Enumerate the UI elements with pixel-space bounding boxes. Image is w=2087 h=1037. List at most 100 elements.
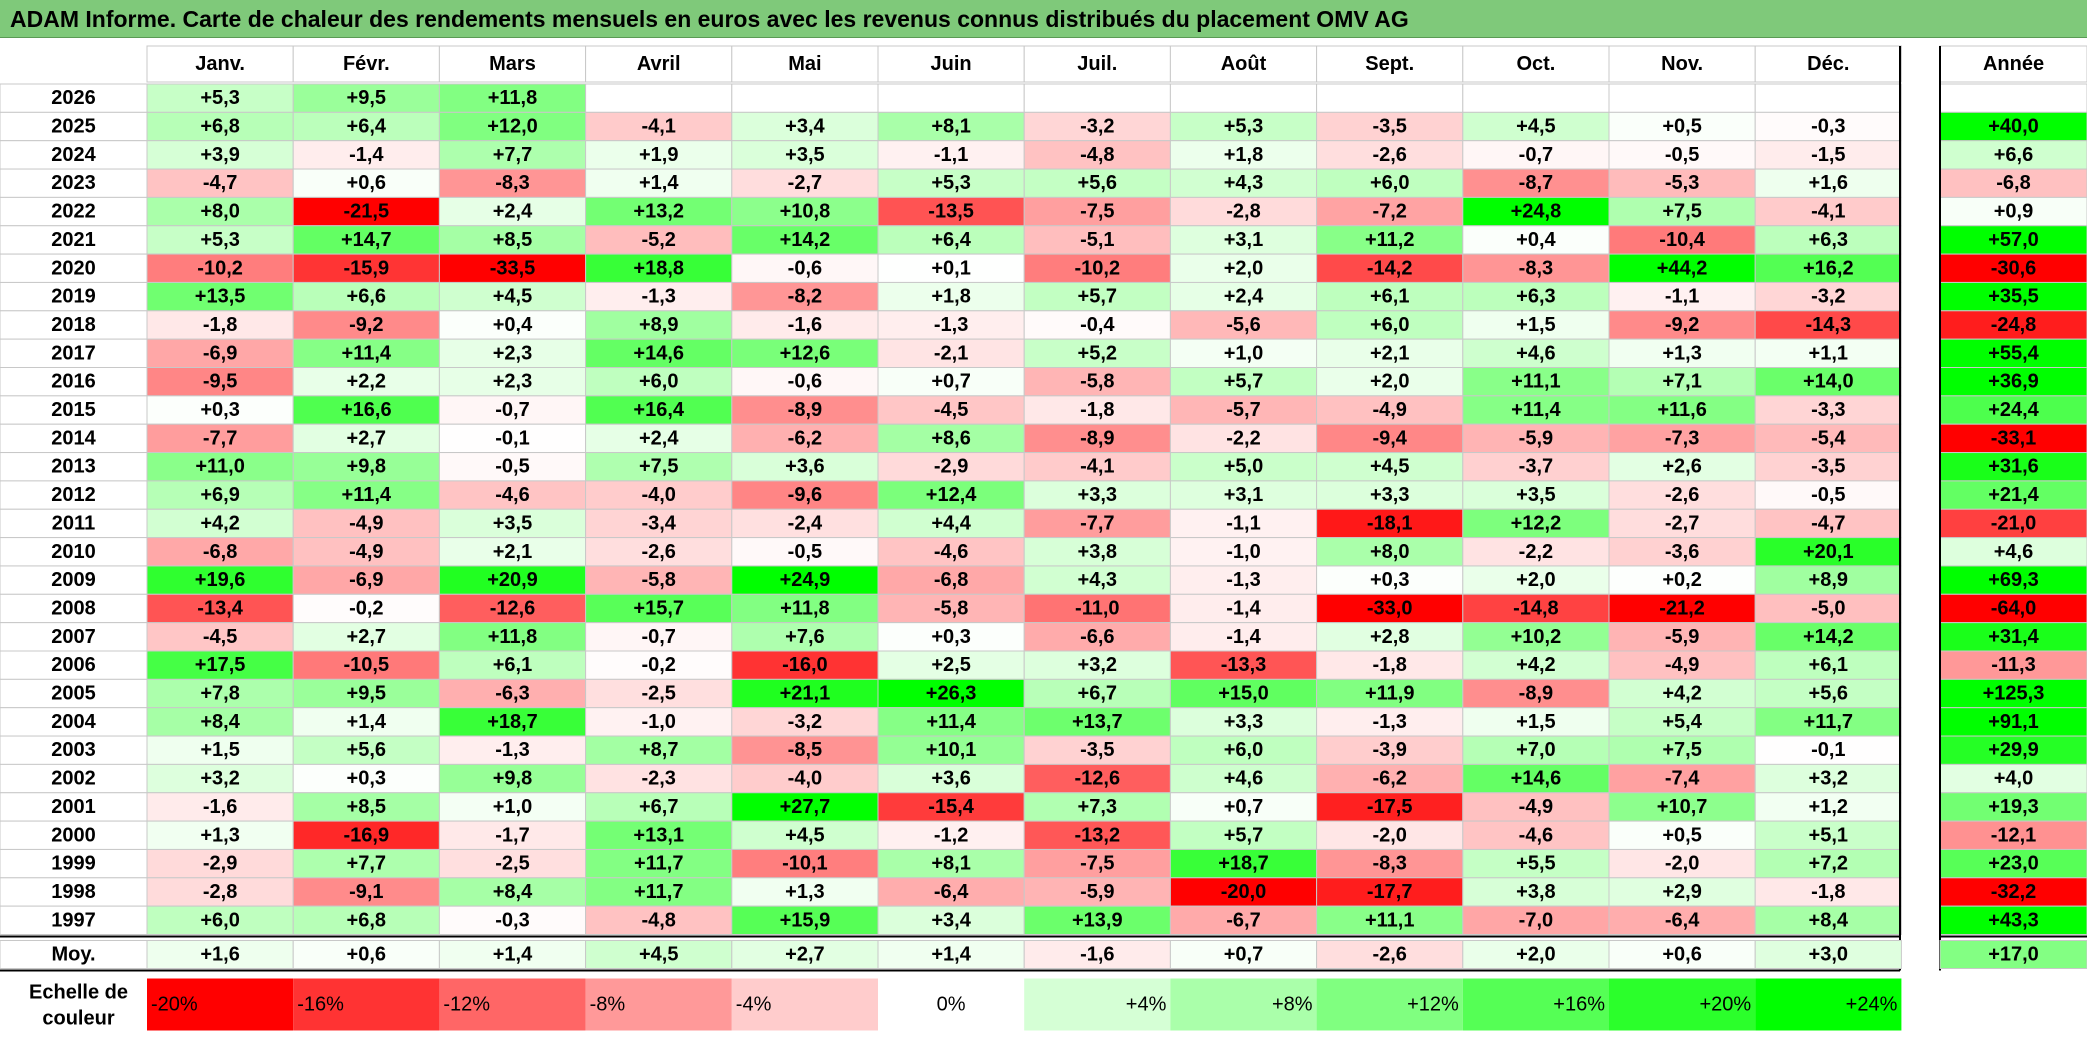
annual-value-label: -32,2: [1991, 881, 2037, 903]
heatmap-cell: [1169, 622, 1318, 652]
average-value-label: +2,7: [785, 944, 824, 966]
heatmap-value-label: -7,2: [1372, 201, 1406, 223]
year-label-cell: [0, 452, 148, 482]
heatmap-value-label: -1,5: [1811, 144, 1845, 166]
heatmap-cell: [1316, 593, 1464, 624]
annual-value-label: +55,4: [1988, 342, 2039, 364]
month-header-cell: [1754, 45, 1902, 83]
heatmap-value-label: -0,5: [788, 541, 822, 563]
heatmap-value-label: +11,4: [342, 342, 392, 364]
heatmap-cell: [1169, 565, 1318, 595]
month-header-cell: [1169, 45, 1318, 83]
heatmap-cell: [877, 367, 1025, 397]
heatmap-cell: [1169, 395, 1318, 425]
heatmap-value-label: +2,3: [493, 371, 532, 393]
heatmap-cell: [877, 735, 1025, 765]
heatmap-cell: [1462, 905, 1610, 936]
heatmap-value-label: +9,8: [347, 456, 386, 478]
year-label: 2021: [51, 229, 96, 251]
heatmap-value-label: -0,1: [1811, 739, 1845, 761]
heatmap-cell: [146, 565, 294, 595]
heatmap-value-label: -4,8: [1080, 144, 1114, 166]
average-annual-cell: [1939, 940, 2087, 969]
year-label-cell: [0, 650, 148, 680]
heatmap-value-label: -4,6: [495, 484, 529, 506]
annual-cell: [1939, 140, 2087, 170]
heatmap-value-label: +1,4: [639, 172, 679, 194]
year-label: 2025: [51, 116, 96, 138]
heatmap-cell: [292, 848, 440, 879]
heatmap-value-label: +4,2: [200, 512, 239, 534]
heatmap-value-label: -9,2: [1665, 314, 1699, 336]
heatmap-value-label: -1,8: [1372, 654, 1406, 676]
heatmap-value-label: +8,5: [493, 229, 532, 251]
heatmap-value-label: +8,5: [347, 796, 386, 818]
heatmap-cell: [1169, 225, 1318, 255]
heatmap-value-label: +3,5: [1516, 484, 1555, 506]
heatmap-value-label: +3,1: [1224, 229, 1263, 251]
heatmap-value-label: +11,7: [634, 881, 684, 903]
heatmap-cell: [1316, 508, 1464, 539]
annual-value-label: -64,0: [1991, 597, 2037, 619]
heatmap-value-label: -0,6: [788, 257, 822, 279]
heatmap-cell: [438, 452, 587, 482]
heatmap-value-label: -5,9: [1080, 881, 1114, 903]
average-value-label: -2,6: [1372, 944, 1406, 966]
scale-step-label: +4%: [1126, 994, 1167, 1016]
average-cell: [731, 940, 879, 969]
heatmap-value-label: +12,4: [926, 484, 977, 506]
heatmap-value-label: -7,5: [1080, 201, 1114, 223]
heatmap-cell: [1608, 395, 1756, 425]
heatmap-value-label: -6,6: [1080, 626, 1114, 648]
heatmap-value-label: -7,7: [1080, 512, 1114, 534]
heatmap-value-label: +2,6: [1662, 456, 1701, 478]
scale-step-label: +8%: [1272, 994, 1313, 1016]
heatmap-cell: [146, 593, 294, 624]
heatmap-value-label: -2,8: [203, 881, 237, 903]
heatmap-cell: [1462, 763, 1610, 794]
heatmap-cell: [146, 735, 294, 765]
heatmap-value-label: +1,4: [347, 711, 387, 733]
heatmap-value-label: +6,7: [1078, 683, 1117, 705]
heatmap-cell: [877, 593, 1025, 624]
heatmap-cell: [1316, 820, 1464, 850]
heatmap-value-label: -18,1: [1367, 512, 1413, 534]
heatmap-cell: [1754, 763, 1902, 794]
year-label-cell: [0, 225, 148, 255]
heatmap-value-label: -13,3: [1221, 654, 1267, 676]
heatmap-value-label: +3,2: [200, 768, 239, 790]
heatmap-value-label: +8,9: [1809, 569, 1848, 591]
heatmap-value-label: +7,5: [1662, 739, 1701, 761]
heatmap-value-label: -5,6: [1226, 314, 1260, 336]
heatmap-value-label: +0,1: [931, 257, 970, 279]
heatmap-value-label: -4,9: [349, 541, 383, 563]
heatmap-cell: [1754, 83, 1902, 113]
heatmap-cell: [1462, 537, 1610, 567]
heatmap-value-label: -10,4: [1659, 229, 1705, 251]
heatmap-cell: [1169, 338, 1318, 368]
year-label: 2020: [51, 257, 96, 279]
heatmap-value-label: +2,4: [493, 201, 533, 223]
year-label: 2023: [51, 172, 96, 194]
heatmap-value-label: -2,0: [1372, 824, 1406, 846]
heatmap-value-label: +7,5: [639, 456, 678, 478]
heatmap-value-label: +0,7: [931, 371, 970, 393]
heatmap-value-label: -1,7: [495, 824, 529, 846]
scale-step-label: +24%: [1846, 994, 1898, 1016]
average-annual-label: +17,0: [1988, 944, 2039, 966]
year-label: 1999: [51, 853, 96, 875]
scale-label-line2: couleur: [42, 1008, 114, 1030]
heatmap-value-label: -0,7: [641, 626, 675, 648]
heatmap-cell: [1169, 480, 1318, 510]
heatmap-value-label: +8,4: [200, 711, 240, 733]
heatmap-cell: [1754, 111, 1902, 142]
heatmap-value-label: -33,0: [1367, 597, 1413, 619]
heatmap-value-label: -7,7: [203, 427, 237, 449]
heatmap-cell: [1462, 678, 1610, 709]
heatmap-cell: [146, 225, 294, 255]
heatmap-cell: [1316, 480, 1464, 510]
heatmap-cell: [1316, 281, 1464, 312]
heatmap-value-label: -1,3: [495, 739, 529, 761]
year-label: 2006: [51, 654, 96, 676]
annual-value-label: +0,9: [1994, 201, 2033, 223]
